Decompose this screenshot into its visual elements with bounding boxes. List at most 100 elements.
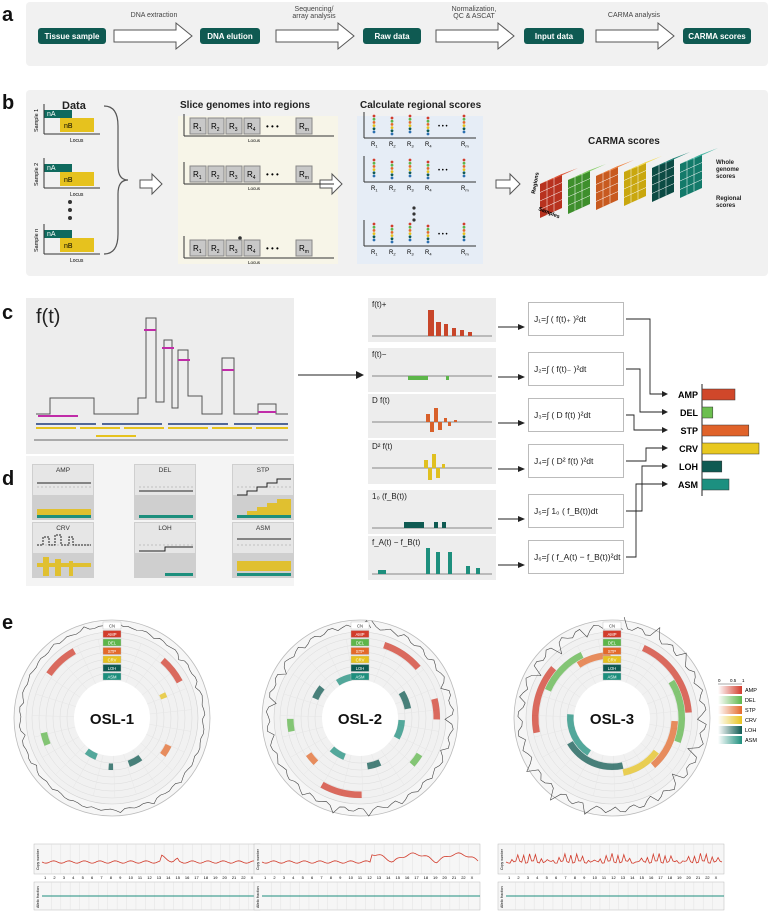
score-example-title: CRV xyxy=(56,525,70,532)
score-dot xyxy=(408,222,412,226)
score-cube xyxy=(679,148,718,198)
score-dot xyxy=(372,222,376,226)
track-legend-box xyxy=(350,655,370,664)
chromosome-label: 11 xyxy=(602,875,607,880)
track-legend-box xyxy=(102,638,122,647)
score-dot xyxy=(408,165,412,168)
allelic-label: Allelic fraction xyxy=(256,886,260,908)
chromosome-label: 21 xyxy=(232,875,237,880)
score-dot xyxy=(426,126,430,129)
legend-scale-label: 1 xyxy=(742,678,745,683)
hollow-arrow-icon xyxy=(113,21,193,51)
function-bar xyxy=(442,464,445,468)
copy-number-label: Copy number xyxy=(36,848,40,870)
function-label: D² f(t) xyxy=(372,442,393,451)
track-legend-label: LOH xyxy=(608,666,617,671)
copy-number-trace xyxy=(41,854,259,864)
function-bar xyxy=(428,310,434,336)
arrow-label-sequencing: Sequencing/ array analysis xyxy=(292,6,336,20)
chromosome-label: 15 xyxy=(175,875,180,880)
score-dot xyxy=(372,117,376,121)
score-dot xyxy=(390,231,394,234)
score-dot xyxy=(426,173,430,177)
legend-label: CRV xyxy=(745,718,757,724)
score-dot xyxy=(426,163,430,167)
score-dot xyxy=(390,240,394,244)
function-bar xyxy=(438,422,442,430)
track-legend-box xyxy=(602,647,622,655)
carma-scores-title: CARMA scores xyxy=(588,136,660,147)
legend: 0 0.5 1 AMP DEL STP CRV LOH ASM xyxy=(708,676,768,756)
score-segment xyxy=(641,644,692,713)
score-dot xyxy=(462,121,466,124)
track-legend-box xyxy=(102,647,122,655)
function-bar xyxy=(424,460,428,468)
score-dot xyxy=(462,168,466,171)
chromosome-label: 12 xyxy=(611,875,616,880)
track-legend-box xyxy=(602,638,622,647)
score-bar xyxy=(701,406,714,419)
function-panel: f_A(t) − f_B(t) xyxy=(368,536,496,580)
data-title: Data xyxy=(62,100,86,112)
function-bar xyxy=(430,422,434,432)
score-row: R1 R2 R3 R4 Rm • • • xyxy=(363,156,476,193)
function-bar xyxy=(436,468,440,478)
region-label: R1 xyxy=(193,244,202,255)
score-segment xyxy=(622,749,659,776)
score-cube xyxy=(539,168,578,218)
track-legend-box xyxy=(602,630,622,638)
panel-e-figure: CN AMP DEL STP CRV LOH ASM OSL-1 CN AMP DEL STP CRV L… xyxy=(13,617,725,911)
chromosome-label: 19 xyxy=(213,875,218,880)
chromosome-label: 13 xyxy=(157,875,162,880)
track-legend-label: ASM xyxy=(607,674,617,679)
score-dot xyxy=(390,173,394,177)
function-panel: D² f(t) xyxy=(368,440,496,484)
score-label: AMP xyxy=(678,390,698,400)
arrow-right-icon xyxy=(498,318,526,330)
legend-gradient xyxy=(718,726,742,734)
chromosome-label: 22 xyxy=(461,875,466,880)
region-label: R4 xyxy=(425,142,432,149)
score-dot xyxy=(426,167,430,170)
score-cube xyxy=(651,152,690,202)
function-panel: D f(t) xyxy=(368,394,496,438)
score-dot xyxy=(408,238,412,242)
chromosome-label: 12 xyxy=(147,875,152,880)
cn-trace xyxy=(265,620,454,817)
function-bar xyxy=(446,376,449,380)
score-dot xyxy=(408,232,412,235)
score-dot xyxy=(390,237,394,241)
score-segment xyxy=(312,685,325,700)
score-segment xyxy=(668,679,685,743)
score-bar xyxy=(701,460,723,473)
equation-box: J₅=∫ 1₀ ( f_B(t))dt xyxy=(528,494,624,528)
pipeline-arrows xyxy=(113,21,675,51)
score-dot xyxy=(462,174,466,178)
step-carma-scores: CARMA scores xyxy=(683,28,751,44)
score-label: ASM xyxy=(678,480,698,490)
hollow-arrow-icon xyxy=(595,21,675,51)
score-example-panel: DEL xyxy=(134,464,196,520)
function-bar xyxy=(426,548,430,574)
region-label: R2 xyxy=(211,122,220,133)
score-dot xyxy=(408,168,412,171)
svg-text:• • •: • • • xyxy=(438,124,448,130)
track-legend-box xyxy=(102,672,122,681)
score-segment xyxy=(84,748,98,760)
svg-text:• • •: • • • xyxy=(438,168,448,174)
score-dot xyxy=(372,168,376,171)
region-box xyxy=(207,239,225,257)
arrow-label-carma-analysis: CARMA analysis xyxy=(607,12,661,19)
score-dot xyxy=(390,167,394,170)
region-row: R1 R2 R3 R4 Rm • • • Locus xyxy=(183,236,334,265)
score-dot xyxy=(426,237,430,241)
score-dot xyxy=(390,224,394,228)
score-example-title: ASM xyxy=(255,525,271,532)
svg-text:Sample 2: Sample 2 xyxy=(34,163,40,186)
score-segment xyxy=(46,648,76,677)
legend-gradient xyxy=(718,736,742,744)
score-dot xyxy=(372,124,376,127)
arrow-right-icon xyxy=(498,460,526,472)
